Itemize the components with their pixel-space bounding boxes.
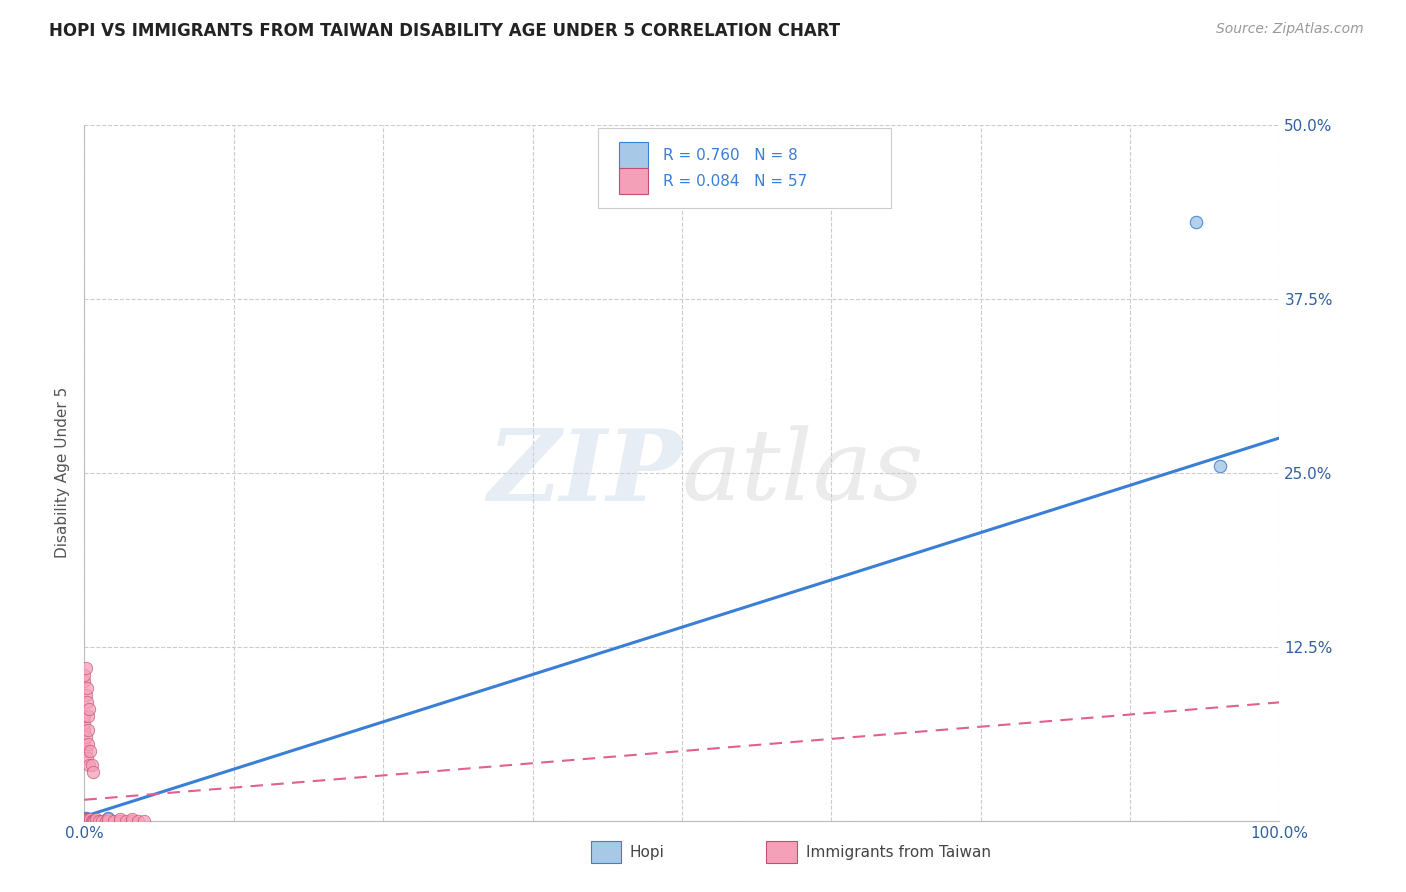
Text: Source: ZipAtlas.com: Source: ZipAtlas.com — [1216, 22, 1364, 37]
Point — [76, 695, 98, 709]
Point — [77, 812, 100, 826]
Point — [83, 814, 105, 828]
Point — [97, 811, 120, 825]
Point — [77, 812, 100, 826]
Point — [1184, 215, 1206, 229]
FancyBboxPatch shape — [599, 128, 891, 209]
Point — [77, 709, 100, 723]
Point — [97, 814, 120, 828]
Text: atlas: atlas — [682, 425, 925, 520]
Point — [76, 812, 98, 826]
Point — [79, 744, 101, 758]
Text: ZIP: ZIP — [486, 425, 682, 521]
Point — [80, 814, 103, 828]
Point — [77, 814, 100, 828]
Text: HOPI VS IMMIGRANTS FROM TAIWAN DISABILITY AGE UNDER 5 CORRELATION CHART: HOPI VS IMMIGRANTS FROM TAIWAN DISABILIT… — [49, 22, 841, 40]
Point — [75, 814, 97, 828]
Point — [121, 814, 143, 828]
Point — [82, 764, 104, 779]
Point — [77, 812, 100, 826]
Point — [84, 814, 107, 828]
Point — [73, 737, 96, 751]
Point — [127, 814, 149, 828]
Text: Immigrants from Taiwan: Immigrants from Taiwan — [806, 846, 991, 860]
Point — [75, 660, 97, 674]
Point — [110, 812, 132, 826]
Point — [75, 812, 97, 826]
Point — [79, 814, 101, 828]
Point — [91, 814, 114, 828]
Point — [75, 744, 97, 758]
Point — [76, 814, 98, 828]
Point — [79, 814, 101, 828]
Point — [76, 812, 98, 826]
Point — [80, 758, 103, 772]
Point — [73, 812, 96, 826]
Point — [77, 814, 100, 828]
Text: R = 0.084   N = 57: R = 0.084 N = 57 — [662, 174, 807, 189]
Point — [73, 667, 96, 681]
Point — [75, 811, 97, 825]
Point — [76, 681, 98, 696]
Point — [77, 723, 100, 738]
Point — [75, 730, 97, 744]
Text: Hopi: Hopi — [630, 846, 665, 860]
Point — [115, 814, 138, 828]
Point — [73, 814, 96, 828]
Point — [132, 814, 156, 828]
Point — [77, 758, 100, 772]
Point — [76, 751, 98, 765]
Point — [77, 737, 100, 751]
Point — [103, 814, 125, 828]
Point — [110, 814, 132, 828]
Point — [121, 812, 143, 826]
FancyBboxPatch shape — [619, 142, 648, 169]
Point — [82, 814, 104, 828]
FancyBboxPatch shape — [619, 168, 648, 194]
Point — [75, 814, 97, 828]
Point — [73, 812, 96, 826]
Y-axis label: Disability Age Under 5: Disability Age Under 5 — [55, 387, 70, 558]
Text: R = 0.760   N = 8: R = 0.760 N = 8 — [662, 148, 797, 163]
Point — [73, 814, 96, 828]
Point — [75, 689, 97, 703]
Point — [79, 812, 101, 826]
Point — [73, 723, 96, 738]
Point — [97, 812, 120, 826]
Point — [87, 814, 110, 828]
Point — [75, 812, 97, 826]
Point — [73, 814, 96, 828]
Point — [73, 709, 96, 723]
Point — [1208, 458, 1230, 473]
Point — [94, 814, 117, 828]
Point — [73, 814, 96, 828]
Point — [79, 814, 101, 828]
Point — [84, 812, 107, 826]
Point — [77, 702, 100, 716]
Point — [73, 674, 96, 689]
Point — [73, 716, 96, 731]
